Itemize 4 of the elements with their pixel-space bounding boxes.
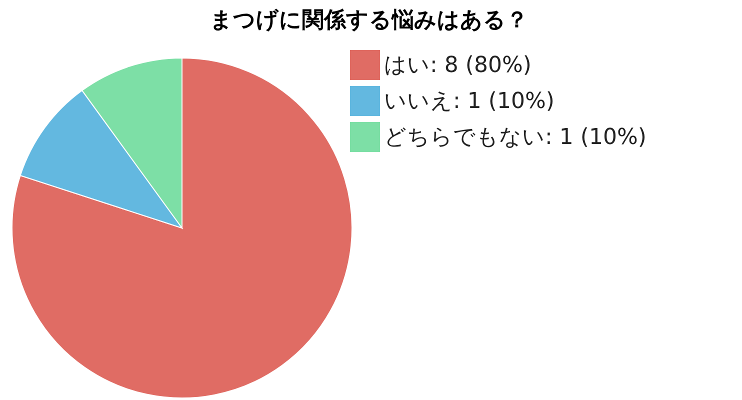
legend-label: はい: 8 (80%) — [384, 53, 532, 78]
legend-label: いいえ: 1 (10%) — [384, 89, 554, 114]
legend-label: どちらでもない: 1 (10%) — [384, 125, 646, 150]
chart-title: まつげに関係する悩みはある？ — [210, 8, 528, 33]
